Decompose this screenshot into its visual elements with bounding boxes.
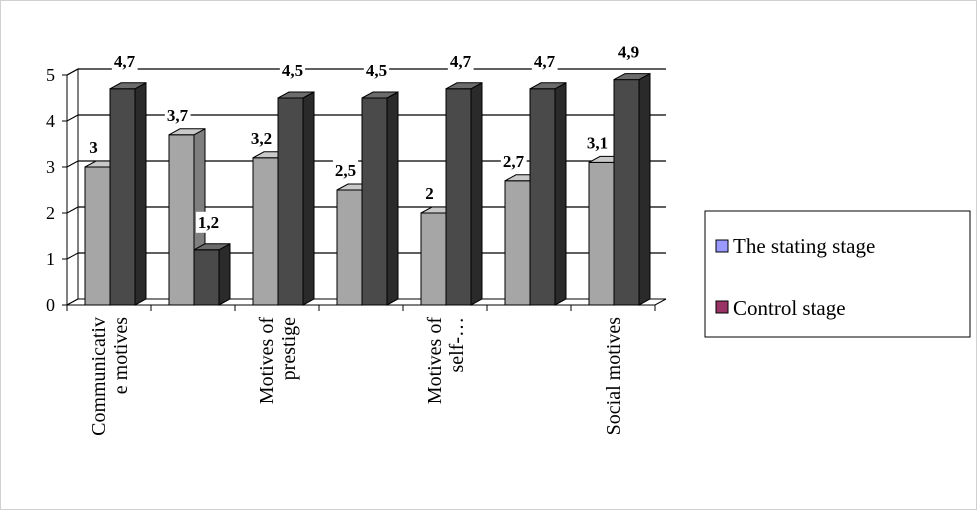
y-tick-label: 5 [46, 65, 55, 85]
bar-control-1-side [218, 242, 231, 306]
category-label: Motives of self-… [424, 317, 468, 405]
y-tick-label: 3 [46, 157, 55, 177]
bar-stating-2-front [252, 157, 279, 306]
legend: The stating stage Control stage [704, 210, 971, 338]
data-label-bg [500, 150, 527, 172]
data-label-bg [164, 104, 191, 126]
category-label: Communicativ e motives [88, 317, 132, 436]
data-label-bg [332, 160, 359, 181]
bar-control-5 [529, 81, 567, 306]
data-label-bg [447, 50, 474, 72]
data-label-bg [279, 60, 306, 81]
data-label: 2,5 [335, 161, 356, 180]
bar-control-1-front [193, 249, 220, 306]
side-wall [66, 68, 79, 306]
data-label: 4,5 [282, 61, 303, 80]
bar-control-3 [361, 91, 399, 306]
data-label: 3,1 [587, 133, 608, 152]
data-label: 2,7 [503, 152, 525, 171]
category-label-line: Social motives [603, 317, 625, 436]
data-label: 2 [425, 184, 434, 203]
data-label-bg [615, 41, 642, 63]
bar-stating-6-front [588, 161, 615, 306]
bar-stating-1-front [168, 134, 195, 306]
bar-control-3-side [386, 91, 399, 306]
legend-label-control: Control stage [733, 296, 846, 320]
data-label: 1,2 [198, 213, 219, 232]
bar-control-4-top [445, 82, 483, 90]
bar-control-1 [193, 242, 231, 306]
bar-control-5-front [529, 88, 556, 306]
gridline-depth [66, 114, 79, 122]
bar-control-6-front [613, 79, 640, 306]
bar-stating-3-front [336, 189, 363, 306]
bar-control-4 [445, 81, 483, 306]
category-label-line: e motives [110, 317, 132, 394]
bar-stating-5-front [504, 180, 531, 306]
bar-control-2-front [277, 97, 304, 306]
bar-control-5-side [554, 81, 567, 306]
category-label: Social motives [603, 317, 625, 436]
data-label: 4,7 [114, 52, 136, 71]
bar-control-1-top [193, 243, 231, 251]
legend-box [704, 210, 971, 338]
y-axis: 0 1 2 3 4 5 [46, 65, 68, 315]
data-label: 4,7 [450, 52, 472, 71]
y-tick-label: 1 [46, 249, 55, 269]
category-label: Motives of prestige [256, 317, 300, 405]
legend-swatch-stating [715, 239, 729, 253]
gridline-depth [66, 68, 79, 76]
bar-control-3-top [361, 91, 399, 99]
y-tick-label: 2 [46, 203, 55, 223]
bar-control-0-side [134, 81, 147, 306]
data-label: 3,7 [167, 106, 189, 125]
data-label: 4,5 [366, 61, 387, 80]
bar-stating-4-front [420, 212, 447, 306]
data-label: 3,2 [251, 129, 272, 148]
category-label-line: Motives of [256, 317, 278, 405]
gridline-depth [66, 252, 79, 260]
bar-control-6-side [638, 72, 651, 306]
bar-control-5-top [529, 82, 567, 90]
bar-control-0-front [109, 88, 136, 306]
category-label-line: prestige [278, 317, 300, 380]
bars [84, 72, 651, 306]
gridline-depth [66, 206, 79, 214]
bar-stating-1-top [168, 128, 206, 136]
bar-control-4-front [445, 88, 472, 306]
data-label-bg [363, 60, 390, 81]
bar-control-0 [109, 81, 147, 306]
legend-label-stating: The stating stage [733, 234, 875, 258]
data-label: 4,7 [534, 52, 556, 71]
bar-control-2 [277, 91, 315, 306]
bar-control-3-front [361, 97, 388, 306]
y-tick-label: 0 [46, 295, 55, 315]
data-label-bg [195, 211, 222, 233]
bar-stating-0-front [84, 166, 111, 306]
category-label-line: Motives of [424, 317, 446, 405]
bar-control-4-side [470, 81, 483, 306]
data-label-bg [248, 127, 275, 149]
data-label: 4,9 [618, 43, 639, 62]
bar-control-6-top [613, 73, 651, 81]
bar-control-0-top [109, 82, 147, 90]
data-label-bg [584, 132, 611, 154]
x-axis: Communicativ e motives Motives of prestige M… [66, 304, 656, 436]
bar-control-2-top [277, 91, 315, 99]
data-labels: 3 4,7 3,7 1,2 3,2 4,5 2,5 4,5 2 4,7 2,7 4,7 3,1 4,9 [87, 41, 642, 233]
data-label-bg [87, 137, 100, 158]
category-label-line: Communicativ [88, 317, 110, 436]
y-tick-label: 4 [46, 111, 55, 131]
gridline-depth [66, 160, 79, 168]
data-label-bg [111, 50, 138, 72]
data-label-bg [423, 183, 436, 204]
bar-control-6 [613, 72, 651, 306]
data-label-bg [531, 50, 558, 72]
data-label: 3 [89, 138, 98, 157]
legend-swatch-control [715, 300, 729, 314]
bar-control-2-side [302, 91, 315, 306]
category-label-line: self-… [446, 317, 468, 373]
